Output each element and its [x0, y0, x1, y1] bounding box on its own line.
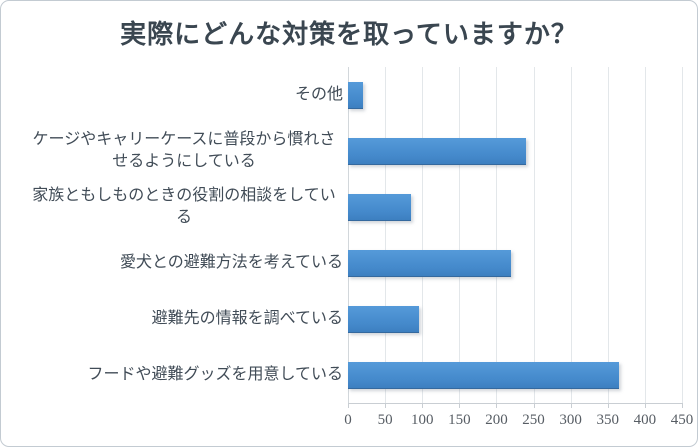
bar-track: [348, 361, 682, 389]
bar-chart: その他ケージやキャリーケースに普段から慣れさせるようにしている 家族ともしものとき…: [1, 67, 697, 446]
tick-label: 350: [596, 412, 620, 428]
gridline: [644, 67, 646, 403]
bar-track: [348, 81, 682, 109]
category-label: フードや避難グッズを用意している: [87, 366, 343, 384]
tick-mark: [644, 403, 646, 408]
category-label-cell: フードや避難グッズを用意している: [1, 364, 348, 386]
chart-title: 実際にどんな対策を取っていますか？: [120, 19, 578, 49]
bar-row: 避難先の情報を調べている: [1, 291, 697, 347]
tick-mark: [385, 403, 387, 408]
category-label: 避難先の情報を調べている: [151, 310, 343, 328]
bar: [348, 305, 419, 333]
tick-label: 250: [522, 412, 545, 428]
gridline: [607, 67, 609, 403]
tick-mark: [533, 403, 535, 408]
gridline: [459, 67, 461, 403]
bar-track: [348, 137, 682, 165]
tick-mark: [570, 403, 572, 408]
bar-row: フードや避難グッズを用意している: [1, 347, 697, 403]
bar-track: [348, 193, 682, 221]
bar-track: [348, 249, 682, 277]
gridline: [682, 67, 683, 403]
gridline: [496, 67, 498, 403]
category-label-cell: 避難先の情報を調べている: [1, 308, 348, 330]
bar: [348, 137, 527, 165]
tick-mark: [682, 403, 683, 408]
tick-mark: [348, 403, 349, 408]
tick-label: 300: [559, 412, 582, 428]
tick-label: 0: [344, 412, 352, 428]
tick-label: 450: [670, 412, 694, 428]
bar: [348, 81, 363, 109]
tick-label: 100: [410, 412, 434, 428]
gridline: [422, 67, 424, 403]
x-axis: 0 50 100 150 200 250 300 350 400 450: [344, 403, 693, 446]
category-label-cell: 家族ともしものときの役割の相談をしている: [1, 185, 348, 228]
tick-mark: [607, 403, 609, 408]
bar-row: その他: [1, 67, 697, 123]
tick-label: 150: [448, 412, 471, 428]
gridline: [570, 67, 572, 403]
bar-track: [348, 305, 682, 333]
tick-mark: [496, 403, 498, 408]
category-label-cell: その他: [1, 84, 348, 106]
category-label-cell: ケージやキャリーケースに普段から慣れさせるようにしている: [1, 129, 348, 172]
grid-layer: [348, 67, 683, 404]
bar-row: 家族ともしものときの役割の相談をしている: [1, 179, 697, 235]
gridline: [348, 67, 349, 403]
bar-row: 愛犬との避難方法を考えている: [1, 235, 697, 291]
tick-mark: [459, 403, 461, 408]
category-label: その他: [294, 86, 343, 104]
category-label-cell: 愛犬との避難方法を考えている: [1, 252, 348, 274]
tick-mark: [422, 403, 424, 408]
tick-label: 200: [485, 412, 508, 428]
bar: [348, 361, 619, 389]
bar: [348, 193, 412, 221]
tick-label: 400: [633, 412, 657, 428]
category-label: ケージやキャリーケースに普段から慣れさせるようにしている: [32, 131, 336, 170]
bar: [348, 249, 512, 277]
gridline: [533, 67, 535, 403]
category-label: 家族ともしものときの役割の相談をしている: [32, 187, 336, 226]
bar-row: ケージやキャリーケースに普段から慣れさせるようにしている: [1, 123, 697, 179]
gridline: [385, 67, 387, 403]
tick-label: 50: [377, 412, 393, 428]
category-label: 愛犬との避難方法を考えている: [119, 254, 343, 272]
bar-rows: その他ケージやキャリーケースに普段から慣れさせるようにしている 家族ともしものとき…: [1, 67, 697, 403]
